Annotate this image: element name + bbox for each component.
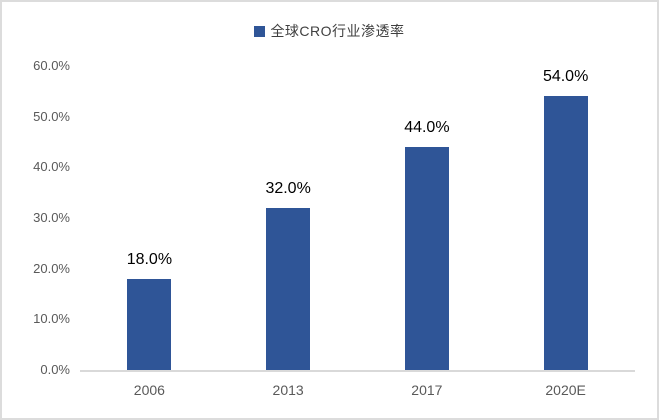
bar-2020E [543,96,588,370]
bar-value-label: 18.0% [126,250,173,268]
x-axis-line [80,370,635,372]
x-axis-tick-label: 2013 [272,382,304,398]
x-axis-tick-label: 2020E [545,382,586,398]
y-axis-tick-label: 20.0% [33,260,70,276]
bar-2017 [404,147,449,370]
bar-2006 [127,278,172,370]
x-axis-tick-label: 2017 [411,382,443,398]
y-axis-tick-label: 10.0% [33,311,70,327]
y-axis-tick-label: 50.0% [33,108,70,124]
y-axis-tick-label: 30.0% [33,210,70,225]
y-axis-tick-label: 0.0% [40,362,70,377]
legend-swatch-icon [254,25,266,37]
chart-legend: 全球CRO行业渗透率 [2,21,657,41]
y-axis-tick-label: 60.0% [33,58,70,73]
bar-value-label: 44.0% [404,119,450,137]
bar-2013 [266,207,311,370]
bar-value-label: 54.0% [542,68,589,86]
y-axis-tick-label: 40.0% [33,159,70,175]
legend-label: 全球CRO行业渗透率 [270,23,405,39]
x-axis-tick-label: 2006 [133,382,165,398]
bar-value-label: 32.0% [265,179,311,197]
